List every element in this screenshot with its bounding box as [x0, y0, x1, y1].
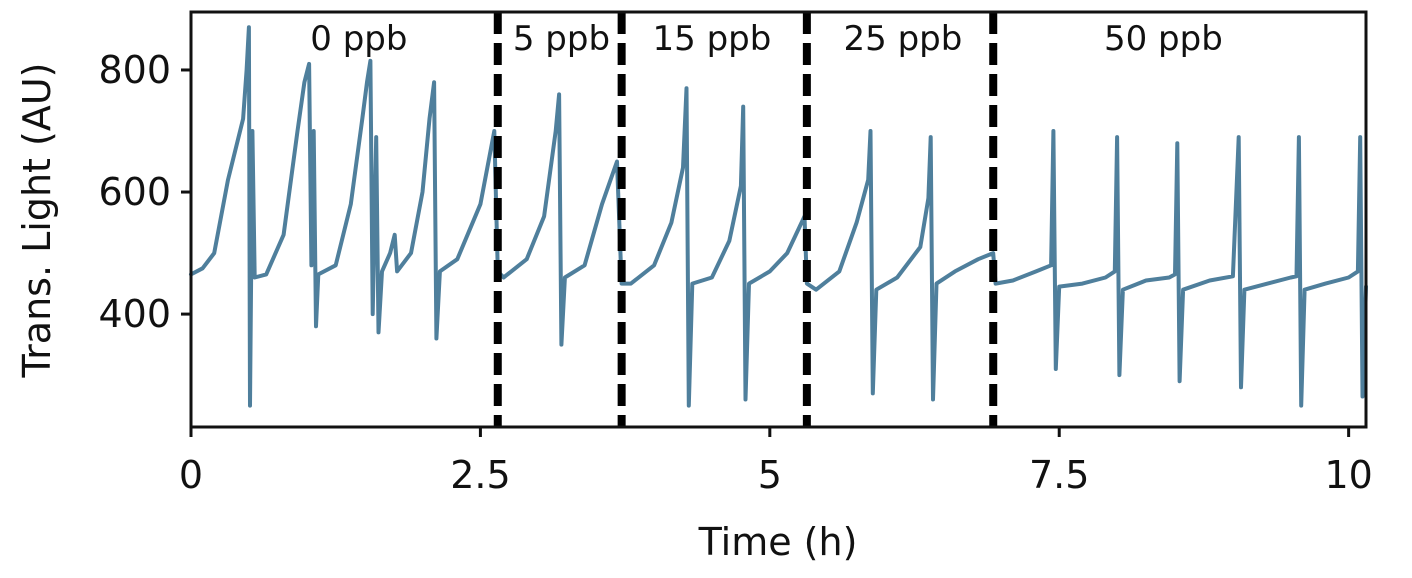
region-labels: 0 ppb 5 ppb 15 ppb 25 ppb 50 ppb — [310, 19, 1223, 59]
x-tick-label-4: 10 — [1324, 453, 1372, 497]
x-tick-label-3: 7.5 — [1029, 453, 1089, 497]
plot-frame — [189, 10, 1368, 429]
x-tick-label-2: 5 — [758, 453, 782, 497]
y-tick-label-2: 800 — [98, 48, 171, 92]
x-axis-ticks: 0 2.5 5 7.5 10 — [179, 427, 1373, 497]
y-axis-ticks: 400 600 800 — [98, 48, 191, 336]
x-tick-label-0: 0 — [179, 453, 203, 497]
region-label-0: 0 ppb — [310, 19, 407, 59]
x-tick-label-1: 2.5 — [450, 453, 510, 497]
y-tick-label-0: 400 — [98, 292, 171, 336]
y-tick-label-1: 600 — [98, 170, 171, 214]
region-dividers — [493, 12, 998, 427]
region-label-4: 50 ppb — [1104, 19, 1223, 59]
data-series — [189, 25, 1368, 408]
x-axis-label: Time (h) — [698, 520, 858, 564]
region-label-2: 15 ppb — [653, 19, 772, 59]
y-axis-label: Trans. Light (AU) — [15, 63, 59, 379]
region-label-1: 5 ppb — [513, 19, 610, 59]
region-label-3: 25 ppb — [844, 19, 963, 59]
series-line-0 — [189, 25, 1368, 408]
